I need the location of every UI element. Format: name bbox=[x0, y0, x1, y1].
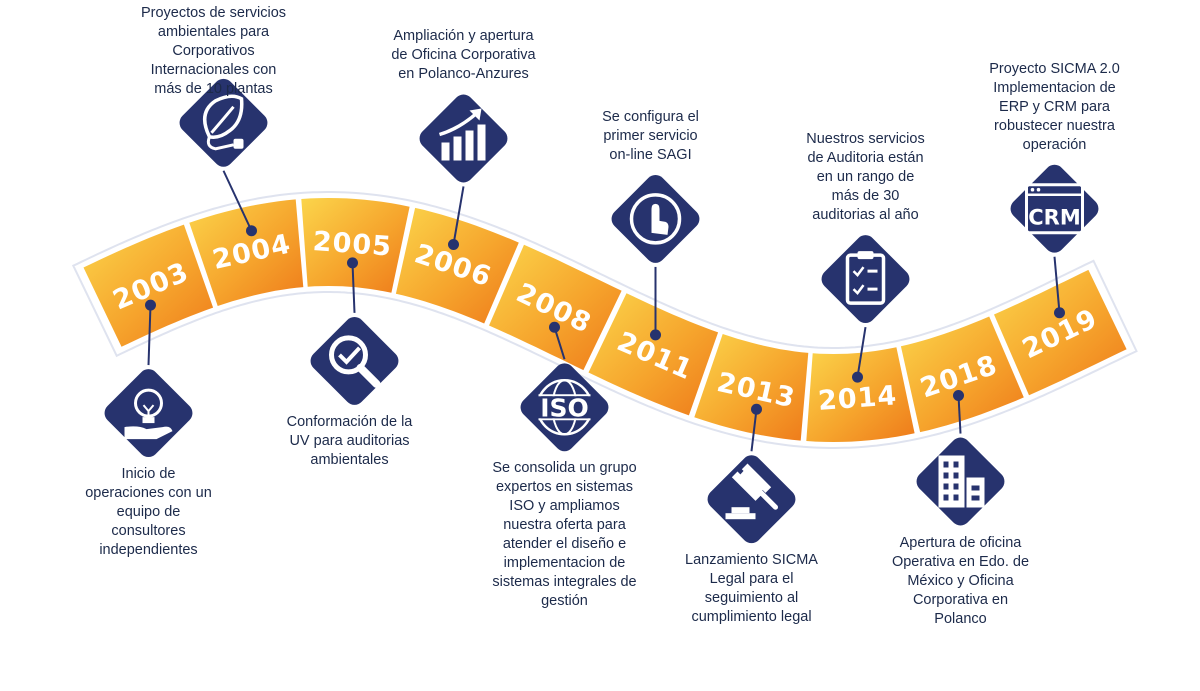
connector-line bbox=[1053, 256, 1061, 313]
icon-diamonds: ISO CRM bbox=[104, 78, 1099, 544]
milestone-diamond bbox=[916, 437, 1005, 526]
milestone-caption: Proyecto SICMA 2.0 Implementacion de ERP… bbox=[989, 60, 1120, 153]
milestone-caption: Nuestros servicios de Auditoria están en… bbox=[806, 131, 925, 224]
connector-dot bbox=[1054, 307, 1065, 319]
milestone-caption: Ampliación y apertura de Oficina Corpora… bbox=[391, 28, 536, 83]
magnifier-check-icon bbox=[329, 335, 381, 388]
connector-line bbox=[856, 326, 867, 378]
crm-text: CRM bbox=[1028, 206, 1080, 230]
touch-finger-icon bbox=[629, 193, 682, 245]
connector-line bbox=[147, 305, 152, 366]
milestone-caption: Se consolida un grupo expertos en sistem… bbox=[492, 460, 637, 610]
office-buildings-icon bbox=[938, 455, 985, 508]
connector-dot bbox=[852, 371, 863, 383]
year-tile bbox=[694, 334, 809, 441]
connectors bbox=[145, 170, 1065, 452]
leaf-plug-icon bbox=[202, 94, 244, 151]
diamond-shape bbox=[310, 316, 399, 405]
connector-dot bbox=[448, 238, 459, 250]
milestone-caption: Apertura de oficina Operativa en Edo. de… bbox=[891, 534, 1030, 627]
year-tile bbox=[806, 347, 915, 442]
year-tile bbox=[83, 224, 214, 347]
diamond-shape bbox=[821, 235, 910, 324]
diamond-shape bbox=[707, 455, 796, 544]
milestone-diamond bbox=[707, 455, 796, 544]
milestone-caption: Conformación de la UV para auditorias am… bbox=[286, 413, 413, 468]
year-tile bbox=[301, 198, 410, 293]
milestone-diamond: CRM bbox=[1010, 164, 1099, 253]
milestone-diamond: ISO bbox=[520, 363, 609, 452]
milestone-diamond bbox=[419, 94, 508, 183]
checklist-clipboard-icon bbox=[845, 251, 886, 305]
connector-dot bbox=[650, 329, 661, 341]
milestone-caption: Proyectos de servicios ambientales para … bbox=[140, 5, 287, 97]
iso-globe-icon: ISO bbox=[534, 379, 595, 436]
year-tile bbox=[994, 269, 1127, 396]
crm-window-icon: CRM bbox=[1025, 183, 1084, 235]
connector-line bbox=[750, 409, 758, 452]
milestone-diamond bbox=[310, 316, 399, 405]
year-label: 2014 bbox=[817, 380, 898, 417]
connector-dot bbox=[953, 390, 964, 402]
milestone-caption: Inicio de operaciones con un equipo de c… bbox=[85, 466, 212, 559]
diamond-shape bbox=[419, 94, 508, 183]
milestone-diamond bbox=[179, 78, 268, 167]
year-tile bbox=[395, 207, 519, 324]
milestone-caption: Lanzamiento SICMA Legal para el seguimie… bbox=[685, 552, 818, 626]
connector-dot bbox=[751, 403, 762, 415]
iso-text: ISO bbox=[540, 393, 589, 422]
year-tile bbox=[189, 199, 304, 306]
growth-chart-icon bbox=[438, 108, 486, 161]
diamond-shape bbox=[179, 78, 268, 167]
connector-line bbox=[222, 170, 253, 232]
year-tile bbox=[900, 316, 1024, 433]
connector-dot bbox=[549, 321, 560, 333]
gavel-icon bbox=[725, 463, 778, 520]
diamond-shape bbox=[1010, 164, 1099, 253]
milestone-diamond bbox=[611, 174, 700, 263]
connector-line bbox=[452, 186, 465, 245]
connector-dot bbox=[347, 257, 358, 269]
connector-line bbox=[351, 262, 356, 313]
connector-dot bbox=[246, 225, 257, 237]
milestone-diamond bbox=[821, 235, 910, 324]
year-tile bbox=[588, 293, 719, 416]
connector-line bbox=[553, 326, 566, 360]
connector-line bbox=[957, 395, 962, 434]
milestone-caption: Se configura el primer servicio on-line … bbox=[602, 108, 699, 163]
connector-dot bbox=[145, 299, 156, 311]
lightbulb-hand-icon bbox=[124, 388, 173, 440]
year-label: 2005 bbox=[312, 226, 393, 263]
milestone-diamond bbox=[104, 369, 193, 458]
year-tile bbox=[489, 244, 622, 371]
